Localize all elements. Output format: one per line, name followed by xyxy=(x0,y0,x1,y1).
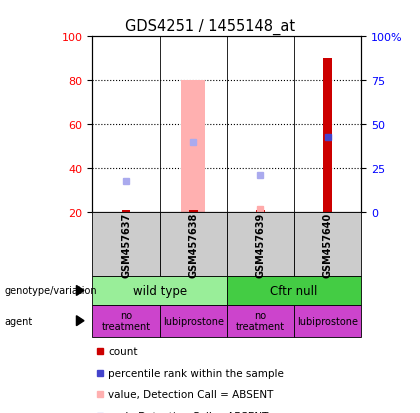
Polygon shape xyxy=(76,316,84,326)
Text: GSM457640: GSM457640 xyxy=(323,212,333,277)
Bar xyxy=(122,211,130,213)
Text: no
treatment: no treatment xyxy=(102,310,150,332)
Bar xyxy=(181,81,205,213)
Text: GDS4251 / 1455148_at: GDS4251 / 1455148_at xyxy=(125,19,295,35)
Text: genotype/variation: genotype/variation xyxy=(4,286,97,296)
Text: GSM457638: GSM457638 xyxy=(188,212,198,277)
Text: GSM457639: GSM457639 xyxy=(255,212,265,277)
Text: count: count xyxy=(108,347,138,356)
Bar xyxy=(256,210,265,213)
Text: agent: agent xyxy=(4,316,32,326)
Text: value, Detection Call = ABSENT: value, Detection Call = ABSENT xyxy=(108,389,274,399)
Polygon shape xyxy=(76,286,84,296)
Bar xyxy=(189,211,197,213)
Text: percentile rank within the sample: percentile rank within the sample xyxy=(108,368,284,378)
Text: wild type: wild type xyxy=(133,284,186,297)
Text: no
treatment: no treatment xyxy=(236,310,285,332)
Text: lubiprostone: lubiprostone xyxy=(163,316,224,326)
Text: Cftr null: Cftr null xyxy=(270,284,318,297)
Bar xyxy=(323,59,332,213)
Text: lubiprostone: lubiprostone xyxy=(297,316,358,326)
Text: GSM457637: GSM457637 xyxy=(121,212,131,277)
Text: rank, Detection Call = ABSENT: rank, Detection Call = ABSENT xyxy=(108,411,269,413)
